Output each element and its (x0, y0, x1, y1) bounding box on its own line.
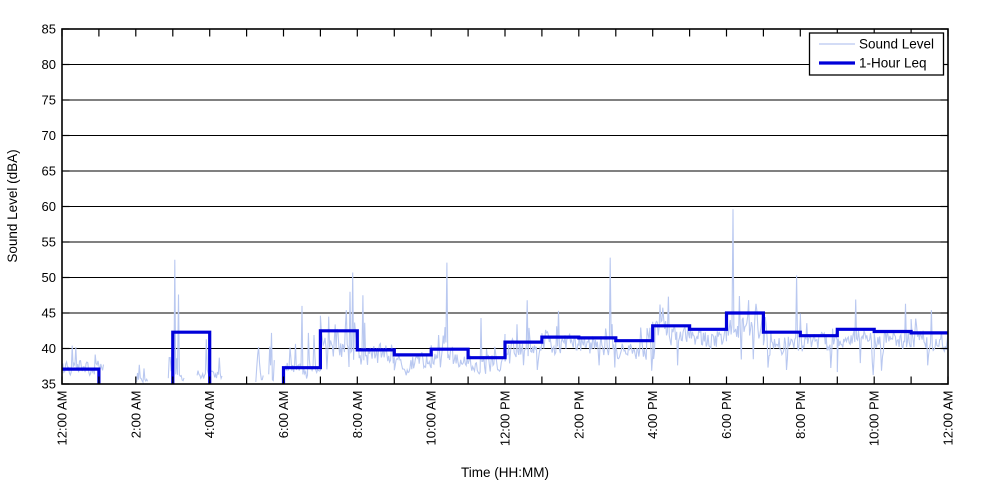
x-tick-label: 8:00 AM (350, 391, 365, 439)
x-tick-label: 12:00 AM (941, 391, 956, 446)
x-tick-label: 8:00 PM (793, 391, 808, 439)
x-tick-label: 6:00 AM (276, 391, 291, 439)
series-layer (61, 209, 949, 384)
legend: Sound Level 1-Hour Leq (808, 32, 945, 76)
y-tick-label: 80 (42, 57, 56, 72)
x-tick-label: 10:00 AM (424, 391, 439, 446)
legend-box (808, 32, 945, 76)
x-tick-label: 12:00 AM (55, 391, 70, 446)
x-axis-title: Time (HH:MM) (461, 465, 549, 480)
y-tick-label: 75 (42, 93, 56, 108)
y-tick-label: 50 (42, 270, 56, 285)
y-tick-label: 70 (42, 128, 56, 143)
tick-layer (61, 28, 949, 385)
x-tick-label: 2:00 PM (571, 391, 586, 439)
x-tick-label: 4:00 PM (645, 391, 660, 439)
x-tick-label: 6:00 PM (719, 391, 734, 439)
y-tick-label: 60 (42, 199, 56, 214)
y-tick-label: 40 (42, 341, 56, 356)
legend-label-sound-level: Sound Level (859, 37, 934, 52)
x-tick-labels: 12:00 AM 2:00 AM 4:00 AM 6:00 AM 8:00 AM 10:0… (55, 391, 956, 447)
legend-label-1-hour-leq: 1-Hour Leq (859, 56, 927, 71)
x-tick-label: 4:00 AM (202, 391, 217, 439)
y-tick-label: 55 (42, 235, 56, 250)
y-axis-title: Sound Level (dBA) (5, 149, 20, 262)
y-tick-label: 85 (42, 22, 56, 37)
x-tick-label: 10:00 PM (867, 391, 882, 447)
y-tick-label: 65 (42, 164, 56, 179)
x-tick-label: 12:00 PM (498, 391, 513, 447)
y-tick-label: 45 (42, 306, 56, 321)
y-tick-labels: 35 40 45 50 55 60 65 70 75 80 85 (42, 22, 56, 392)
grid-layer (62, 63, 948, 350)
x-tick-label: 2:00 AM (128, 391, 143, 439)
y-tick-label: 35 (42, 377, 56, 392)
